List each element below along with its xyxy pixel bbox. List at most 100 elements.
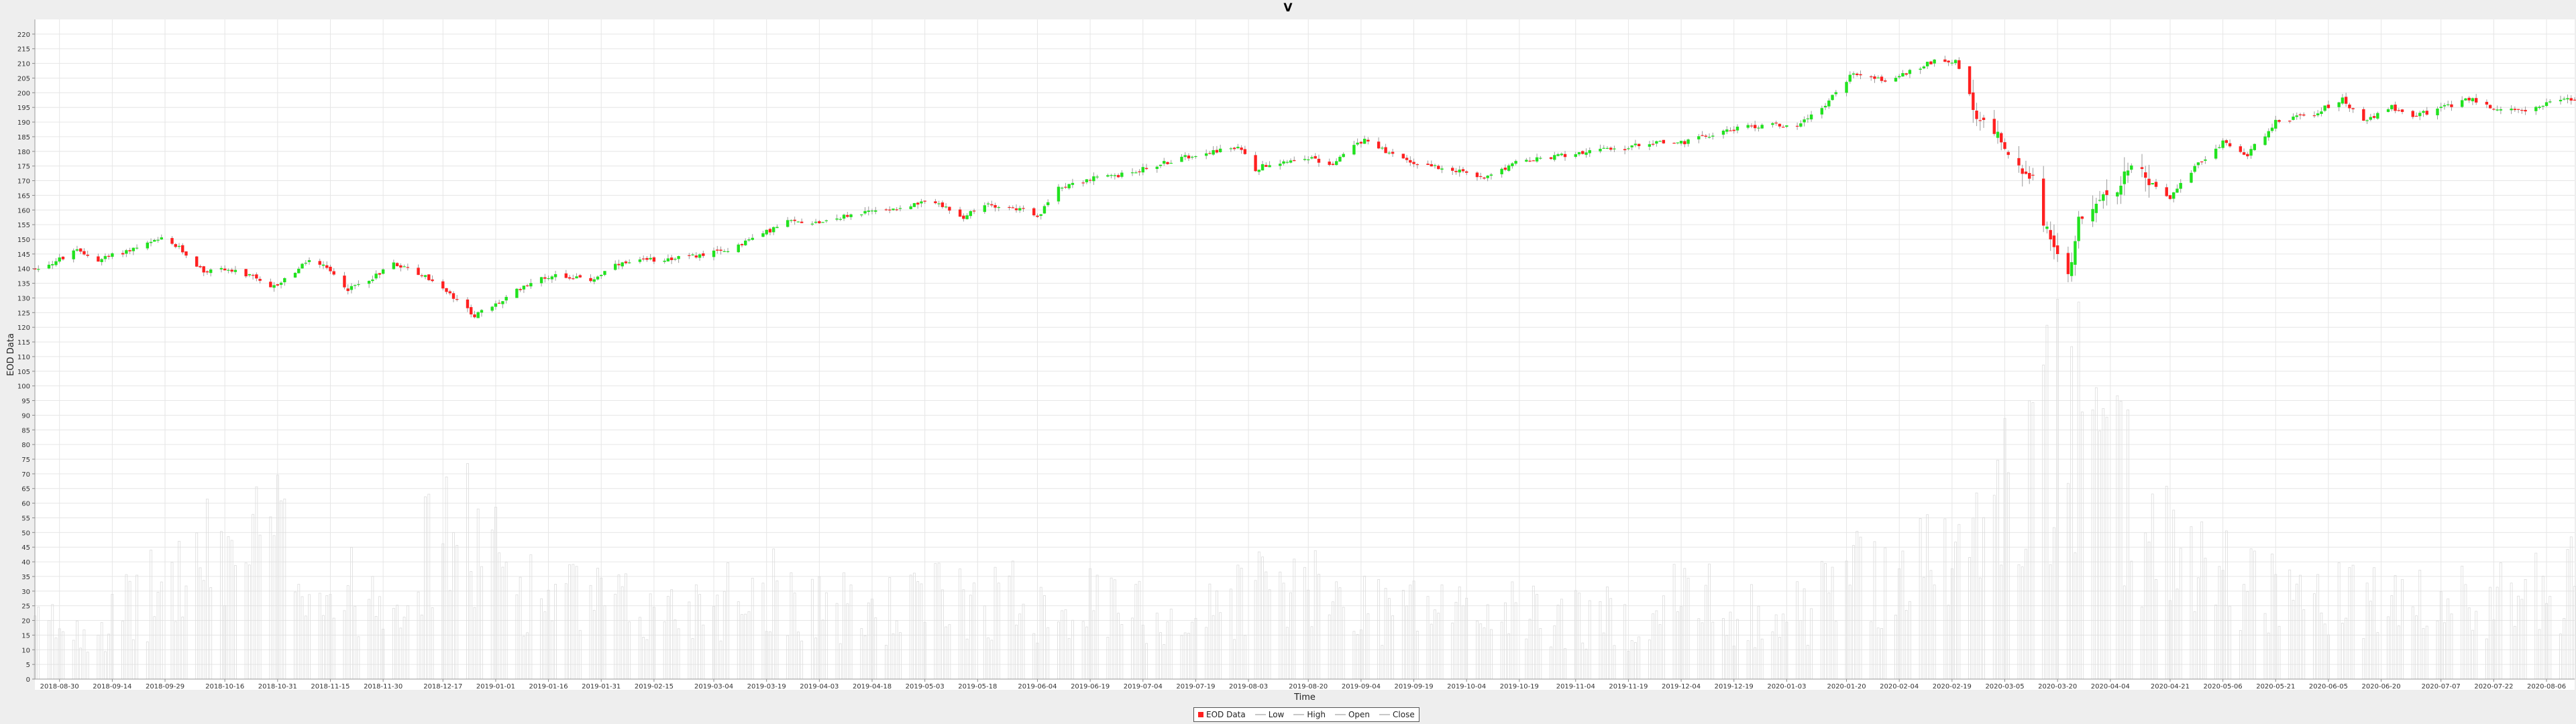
legend-item: Open: [1334, 710, 1370, 719]
candle-body: [1725, 129, 1729, 132]
candle-body: [941, 202, 945, 207]
candle-body: [2126, 170, 2130, 176]
candle-body: [350, 286, 354, 290]
candle-body: [223, 268, 227, 271]
candle-body: [297, 268, 301, 274]
y-tick-label: 85: [21, 427, 30, 434]
candle-body: [2513, 109, 2517, 111]
candle-body: [688, 255, 691, 256]
candle-body: [2168, 195, 2172, 199]
x-tick-label: 2018-11-15: [311, 683, 350, 690]
candle-body: [2520, 110, 2524, 111]
candle-body: [1535, 157, 1539, 162]
candle-body: [441, 281, 445, 289]
candle-body: [2017, 158, 2021, 166]
x-tick-label: 2020-06-05: [2309, 683, 2348, 690]
candle-body: [1155, 166, 1159, 170]
candle-body: [2365, 120, 2369, 121]
y-tick-label: 180: [17, 149, 30, 156]
candle-body: [1957, 60, 1961, 69]
candle-body: [596, 276, 600, 280]
candle-body: [2474, 98, 2478, 103]
candle-body: [219, 267, 223, 269]
candle-body: [1064, 186, 1067, 188]
candle-body: [2376, 113, 2379, 119]
candle-body: [227, 269, 230, 271]
candle-body: [1972, 92, 1975, 111]
candle-body: [1609, 147, 1613, 150]
y-tick-label: 50: [21, 530, 30, 537]
y-tick-label: 160: [17, 207, 30, 215]
candle-body: [279, 282, 283, 285]
candle-body: [1880, 76, 1884, 81]
candle-body: [1929, 61, 1933, 64]
y-tick-label: 40: [21, 559, 30, 566]
y-tick-label: 0: [26, 676, 30, 684]
candle-body: [466, 299, 470, 308]
candle-body: [1180, 156, 1183, 162]
candle-body: [54, 261, 58, 265]
candle-body: [2302, 114, 2306, 116]
candle-body: [2204, 159, 2207, 161]
x-tick-label: 2019-07-04: [1124, 683, 1163, 690]
candle-body: [519, 289, 522, 290]
candle-body: [343, 276, 346, 288]
y-tick-label: 155: [17, 222, 30, 229]
candle-body: [378, 273, 382, 275]
x-tick-label: 2018-09-14: [93, 683, 131, 690]
candle-body: [392, 262, 396, 269]
candle-body: [937, 203, 941, 204]
candle-body: [677, 256, 680, 259]
y-tick-label: 15: [21, 632, 30, 640]
y-tick-label: 90: [21, 412, 30, 420]
candle-body: [146, 242, 150, 249]
candle-body: [402, 266, 406, 267]
candlestick-series: [33, 56, 2576, 318]
y-tick-label: 170: [17, 178, 30, 186]
x-tick-label: 2020-05-06: [2204, 683, 2243, 690]
candle-body: [1953, 60, 1957, 64]
x-tick-label: 2020-03-05: [1985, 683, 2024, 690]
y-tick-label: 130: [17, 295, 30, 302]
candle-body: [920, 201, 923, 204]
candle-body: [1401, 154, 1405, 159]
candle-body: [448, 291, 451, 294]
candle-body: [529, 283, 533, 287]
candle-body: [2548, 101, 2552, 103]
candle-body: [2052, 235, 2056, 247]
candle-body: [1549, 157, 1553, 160]
candle-body: [944, 206, 948, 208]
candle-body: [371, 279, 374, 282]
plot-area: [35, 19, 2575, 690]
candle-body: [1243, 149, 1247, 154]
candle-body: [1750, 125, 1754, 127]
candle-body: [2386, 109, 2390, 112]
candle-body: [1208, 153, 1212, 154]
candle-body: [627, 262, 631, 263]
candle-body: [1630, 145, 1633, 147]
candle-body: [1260, 164, 1265, 171]
candle-body: [1303, 159, 1307, 160]
candle-body: [1922, 66, 1926, 69]
candle-body: [846, 215, 849, 217]
candle-body: [251, 275, 255, 276]
y-tick-label: 135: [17, 281, 30, 288]
x-tick-label: 2018-10-31: [258, 683, 297, 690]
candle-body: [357, 284, 360, 286]
candle-body: [1933, 59, 1936, 64]
candle-body: [1809, 114, 1813, 120]
candle-body: [895, 209, 898, 210]
candle-body: [1268, 165, 1271, 168]
x-tick-label: 2018-11-30: [364, 683, 402, 690]
legend-item: Low: [1254, 710, 1284, 719]
x-tick-label: 2019-06-04: [1018, 683, 1057, 690]
candle-body: [1651, 143, 1655, 145]
candle-body: [2239, 146, 2243, 152]
candle-body: [2074, 241, 2077, 265]
candle-body: [1092, 176, 1095, 182]
candle-body: [1412, 162, 1415, 164]
candle-body: [1215, 149, 1219, 153]
candle-body: [2021, 168, 2024, 174]
candle-body: [2485, 101, 2489, 105]
